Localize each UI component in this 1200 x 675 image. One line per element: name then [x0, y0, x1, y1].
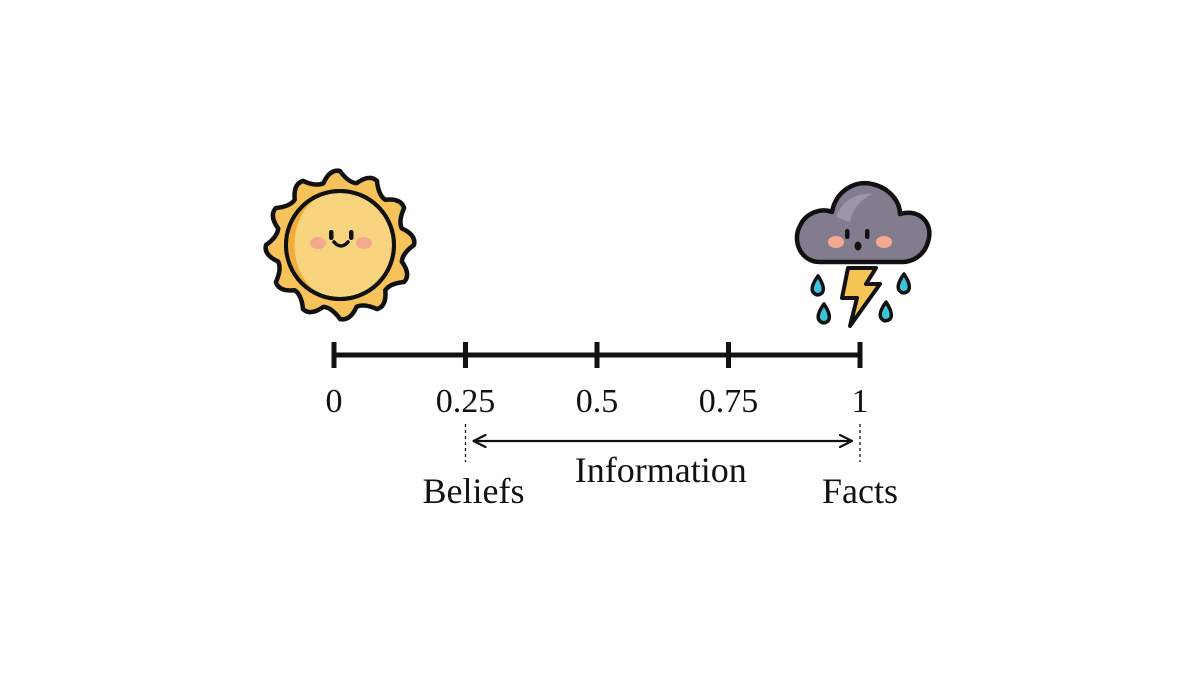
rain-drop	[810, 274, 826, 297]
sun-face-shade	[286, 192, 330, 298]
rain-drop	[896, 272, 912, 295]
facts-label: Facts	[822, 471, 898, 511]
tick-label: 0.75	[699, 383, 759, 420]
information-label: Information	[575, 450, 747, 490]
arrowhead-left	[472, 433, 487, 449]
cloud-right-cheek	[876, 236, 892, 248]
rain-drop	[878, 300, 894, 323]
tick-labels: 0 0.25 0.5 0.75 1	[326, 383, 869, 420]
smiling-sun-icon	[263, 168, 417, 322]
lightning-bolt	[840, 266, 882, 328]
number-line: 0 0.25 0.5 0.75 1	[326, 342, 869, 420]
tick-label: 1	[852, 383, 869, 420]
tick-marks	[331, 342, 863, 368]
arrowhead-right	[838, 433, 854, 449]
cloud-right-eye	[865, 229, 870, 239]
sun-right-cheek	[356, 237, 372, 249]
sun-right-eye	[349, 230, 354, 240]
cloud-left-eye	[845, 229, 850, 239]
sun-left-eye	[329, 230, 334, 240]
storm-cloud-icon	[794, 180, 932, 328]
cloud-mouth	[854, 241, 862, 251]
cloud-left-cheek	[828, 236, 844, 248]
sun-face-outline	[284, 189, 396, 301]
tick-label: 0.25	[436, 383, 496, 420]
information-span: Information Beliefs Facts	[423, 424, 898, 511]
rain-drop	[816, 302, 832, 325]
sun-left-cheek	[310, 237, 326, 249]
sun-smile	[332, 240, 350, 248]
tick-label: 0	[326, 383, 343, 420]
tick-label: 0.5	[576, 383, 619, 420]
storm-cloud-highlight	[836, 193, 872, 222]
beliefs-label: Beliefs	[423, 471, 525, 511]
rain-drops	[810, 272, 912, 325]
